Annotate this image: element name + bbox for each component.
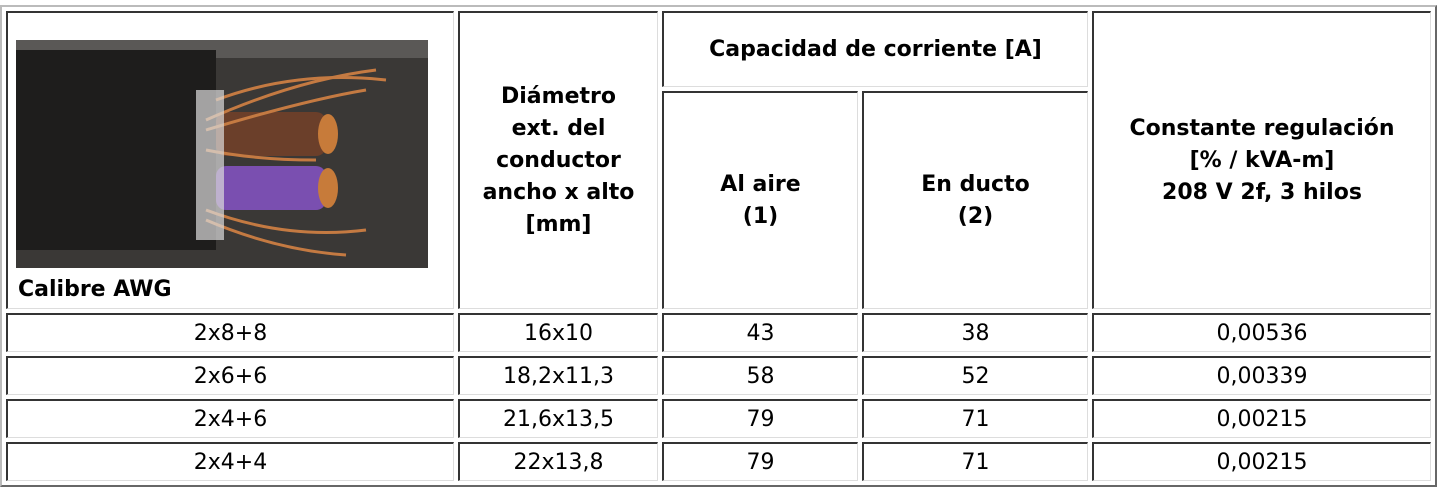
table-cell: 79 <box>662 399 858 438</box>
cable-table: Calibre AWG Diámetro ext. del conductor … <box>0 5 1437 487</box>
header-text: Constante regulación <box>1129 115 1395 141</box>
header-cell: Diámetro ext. del conductor ancho x alto… <box>458 11 658 309</box>
header-text: ancho x alto <box>482 179 635 205</box>
table-body: 2x8+8 16x10 43 38 0,00536 2x6+6 18,2x11,3 58 52 0… <box>6 313 1431 481</box>
table-cell: 22x13,8 <box>458 442 658 481</box>
header-text: Al aire <box>720 171 801 197</box>
table-cell: 52 <box>862 356 1088 395</box>
header-text: [mm] <box>525 211 592 237</box>
table-cell: 2x8+8 <box>6 313 454 352</box>
table-row: 2x6+6 18,2x11,3 58 52 0,00339 <box>6 356 1431 395</box>
table-cell: 38 <box>862 313 1088 352</box>
table-cell: 18,2x11,3 <box>458 356 658 395</box>
table-cell: 0,00215 <box>1092 399 1431 438</box>
table-cell: 21,6x13,5 <box>458 399 658 438</box>
header-text: (1) <box>742 203 779 229</box>
table-row: 2x4+4 22x13,8 79 71 0,00215 <box>6 442 1431 481</box>
table-cell: 71 <box>862 399 1088 438</box>
calibre-header: Calibre AWG <box>6 11 454 309</box>
table-cell: 2x6+6 <box>6 356 454 395</box>
table-cell: 71 <box>862 442 1088 481</box>
header-text: En ducto <box>921 171 1030 197</box>
table-cell: 79 <box>662 442 858 481</box>
table-row: 2x4+6 21,6x13,5 79 71 0,00215 <box>6 399 1431 438</box>
header-text: ext. del <box>511 115 606 141</box>
header-text: 208 V 2f, 3 hilos <box>1162 179 1362 205</box>
header-text: conductor <box>496 147 621 173</box>
table-cell: 16x10 <box>458 313 658 352</box>
table-cell: 43 <box>662 313 858 352</box>
table-row: 2x8+8 16x10 43 38 0,00536 <box>6 313 1431 352</box>
cable-photo <box>16 40 428 268</box>
table-cell: 2x4+6 <box>6 399 454 438</box>
header-text: Calibre AWG <box>18 277 172 302</box>
header-text: (2) <box>957 203 994 229</box>
header-cell: Constante regulación [% / kVA-m] 208 V 2… <box>1092 11 1431 309</box>
table-cell: 2x4+4 <box>6 442 454 481</box>
header-cell: Al aire (1) <box>662 91 858 309</box>
table-cell: 0,00339 <box>1092 356 1431 395</box>
table-cell: 0,00536 <box>1092 313 1431 352</box>
header-cell: En ducto (2) <box>862 91 1088 309</box>
table-cell: 0,00215 <box>1092 442 1431 481</box>
table-cell: 58 <box>662 356 858 395</box>
header-text: Capacidad de corriente [A] <box>662 11 1088 87</box>
header-text: Diámetro <box>501 83 616 109</box>
header-text: [% / kVA-m] <box>1189 147 1335 173</box>
